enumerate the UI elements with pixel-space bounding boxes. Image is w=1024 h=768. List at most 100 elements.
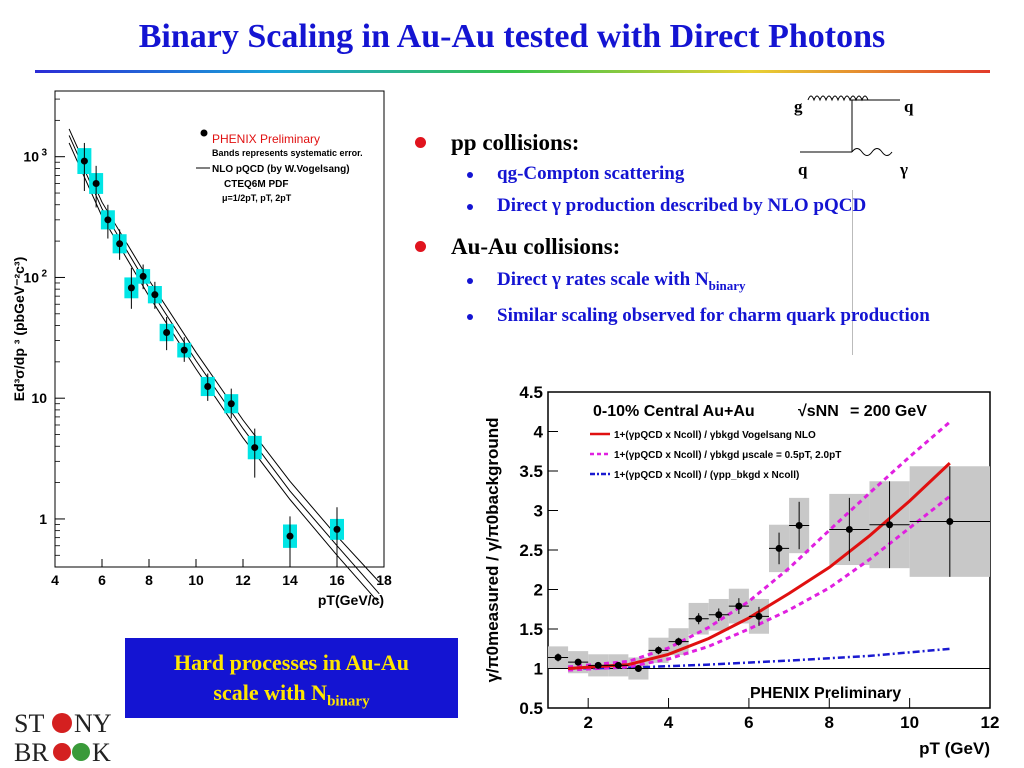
bullet-list: pp collisions: qg-Compton scattering Dir… (415, 130, 1015, 328)
sub-bullet: Direct γ production described by NLO pQC… (415, 194, 1015, 218)
y-tick-label: 10 (23, 149, 39, 165)
bullet-pp: pp collisions: (415, 130, 1015, 156)
data-point (116, 240, 124, 248)
data-point (675, 638, 683, 646)
legend-entry: 1+(γpQCD x Ncoll) / γbkgd μscale = 0.5pT… (614, 450, 841, 461)
data-point (946, 518, 954, 526)
legend-scale-label: μ=1/2pT, pT, 2pT (222, 193, 292, 203)
data-point (735, 602, 743, 610)
divider-vertical (852, 190, 853, 355)
takeaway-box: Hard processes in Au-Au scale with Nbina… (125, 638, 458, 718)
legend-entry: 1+(γpQCD x Ncoll) / (γpp_bkgd x Ncoll) (614, 470, 799, 481)
sub-bullet-dot (467, 313, 473, 320)
y-tick-label: 4.5 (519, 383, 543, 402)
legend-pdf-label: CTEQ6M PDF (224, 179, 288, 190)
chart-header-energy-value: = 200 GeV (850, 403, 927, 420)
x-tick-label: 16 (329, 572, 345, 588)
plot-frame (54, 90, 385, 568)
logo-bottom-text-end: K (92, 738, 111, 765)
title-divider (35, 70, 990, 73)
data-point (180, 346, 188, 354)
data-point (227, 400, 235, 408)
logo-top-text: ST (14, 709, 44, 738)
sub-bullet: Similar scaling observed for charm quark… (415, 304, 1015, 328)
y-tick-label: 1.5 (519, 620, 543, 639)
sub-bullet-dot (467, 204, 473, 210)
x-tick-label: 18 (376, 572, 392, 588)
chart-header-centrality: 0-10% Central Au+Au (593, 403, 755, 420)
logo-top-text-end: NY (74, 709, 112, 738)
data-point (695, 615, 703, 623)
feynman-diagram: g q q γ (794, 95, 914, 179)
data-point (795, 522, 803, 530)
logo-red-circle (52, 713, 72, 733)
takeaway-line2: scale with Nbinary (125, 678, 458, 716)
preliminary-annotation: PHENIX Preliminary (750, 685, 901, 702)
y-tick-label: 10 (31, 390, 47, 406)
data-point (655, 646, 662, 654)
gluon-line (807, 95, 869, 102)
data-point (886, 521, 894, 529)
bullet-dot (415, 137, 426, 148)
photon-line (851, 148, 893, 156)
feynman-q-in-label: q (798, 160, 808, 179)
data-point (92, 179, 100, 187)
data-point (715, 611, 723, 619)
x-tick-label: 12 (235, 572, 251, 588)
sub-bullet-text: qg-Compton scattering (497, 163, 685, 184)
data-point (614, 661, 622, 669)
data-point (755, 612, 763, 620)
data-point (80, 157, 88, 165)
x-tick-label: 2 (583, 713, 592, 732)
logo-green-circle (72, 743, 90, 761)
data-point (845, 525, 853, 533)
legend-curve-label: NLO pQCD (by W.Vogelsang) (212, 164, 350, 175)
bullet-pp-label: pp collisions: (451, 130, 580, 155)
y-tick-label: 3.5 (519, 462, 543, 481)
legend-entry: 1+(γpQCD x Ncoll) / γbkgd Vogelsang NLO (614, 430, 816, 441)
y-tick-exponent: 3 (41, 148, 47, 159)
y-tick-label: 3 (534, 502, 543, 521)
bullet-auau-label: Au-Au collisions: (451, 234, 621, 259)
x-tick-label: 8 (825, 713, 834, 732)
bullet-auau: Au-Au collisions: (415, 234, 1015, 260)
x-tick-label: 4 (51, 572, 59, 588)
data-point (127, 284, 135, 292)
x-tick-label: 10 (900, 713, 919, 732)
stony-brook-logo: ST NY BR K (14, 709, 112, 765)
sub-bullet-text: Direct γ rates scale with N (497, 269, 709, 290)
sub-bullet-text: Direct γ production described by NLO pQC… (497, 195, 867, 216)
logo-bottom-text: BR (14, 738, 49, 765)
y-tick-label: 1 (39, 511, 47, 527)
x-tick-label: 10 (188, 572, 204, 588)
y-tick-label: 1 (534, 660, 543, 679)
photon-ratio-chart: 2 4 6 8 10 12 0.5 1 1.5 2 2.5 3 3.5 4 4.5 γ/π0measured … (483, 383, 1000, 758)
sub-bullet: Direct γ rates scale with Nbinary (415, 268, 1015, 298)
x-tick-label: 6 (98, 572, 106, 588)
legend-note: Bands represents systematic error. (212, 148, 363, 158)
sub-bullet-text: Similar scaling observed for charm quark… (497, 304, 930, 326)
feynman-g-label: g (794, 97, 803, 116)
data-point (333, 525, 341, 533)
x-axis-label: pT(GeV/c) (318, 592, 384, 608)
data-point (163, 329, 171, 337)
logo-red-circle (53, 743, 71, 761)
x-tick-label: 6 (744, 713, 753, 732)
data-point (554, 653, 562, 661)
data-point (251, 444, 259, 452)
data-point (574, 658, 582, 666)
sub-bullet-dot (467, 172, 473, 178)
sub-bullet: qg-Compton scattering (415, 162, 1015, 186)
y-axis-label: γ/π0measured / γ/π0background (483, 417, 502, 682)
data-point (139, 272, 147, 280)
data-point (151, 291, 159, 299)
data-point (204, 382, 212, 390)
y-tick-label: 2.5 (519, 541, 543, 560)
data-point (104, 216, 112, 224)
x-tick-label: 12 (981, 713, 1000, 732)
x-tick-label: 4 (664, 713, 674, 732)
x-tick-label: 14 (282, 572, 298, 588)
y-tick-label: 10 (23, 269, 39, 285)
y-tick-exponent: 2 (41, 268, 47, 279)
